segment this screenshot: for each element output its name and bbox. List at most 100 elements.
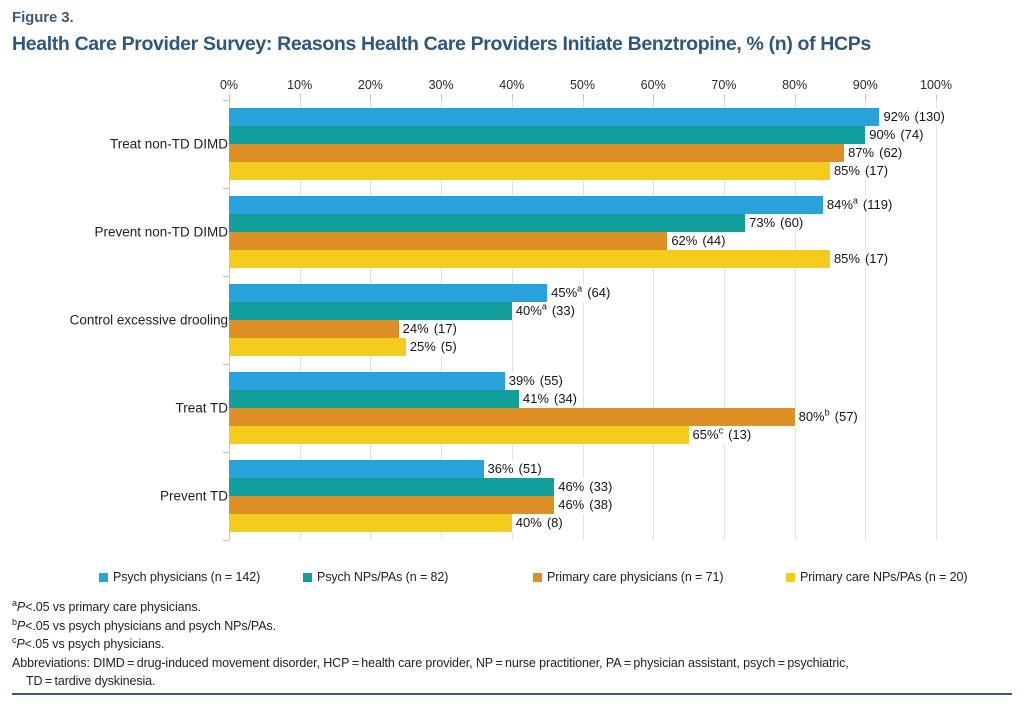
bar-count: (33) bbox=[551, 303, 575, 318]
bar bbox=[229, 408, 795, 426]
y-tick-mark bbox=[223, 452, 229, 453]
bar-percent: 24% bbox=[402, 321, 429, 336]
x-tick-label: 40% bbox=[499, 78, 525, 92]
x-tick-mark bbox=[865, 94, 867, 100]
category-label-prevent-non-td-dimd: Prevent non-TD DIMD bbox=[94, 224, 228, 240]
bar-superscript: c bbox=[718, 425, 724, 436]
bar-percent: 45% bbox=[551, 285, 578, 300]
bar-value-label: 46% (38) bbox=[554, 496, 615, 514]
x-tick-label: 50% bbox=[569, 78, 596, 92]
gridline-90pct bbox=[865, 100, 867, 540]
category-label-treat-non-td-dimd: Treat non-TD DIMD bbox=[109, 136, 228, 152]
bar-percent: 25% bbox=[409, 339, 436, 354]
category-label-prevent-td: Prevent TD bbox=[159, 488, 228, 504]
footnote-b-marker: b bbox=[12, 616, 17, 627]
bar-percent: 46% bbox=[558, 497, 585, 512]
bar bbox=[229, 496, 555, 514]
x-tick-label: 60% bbox=[640, 78, 666, 92]
gridline-70pct bbox=[723, 100, 725, 540]
x-tick-mark bbox=[582, 94, 584, 100]
bar-percent: 87% bbox=[848, 145, 875, 160]
bar-count: (57) bbox=[834, 409, 858, 424]
gridline-80pct bbox=[794, 100, 796, 540]
x-tick-mark bbox=[794, 94, 796, 100]
gridline-100pct bbox=[936, 100, 937, 540]
bar-value-label: 62% (44) bbox=[667, 232, 728, 250]
y-tick-mark bbox=[223, 100, 229, 101]
bar-count: (5) bbox=[440, 339, 457, 354]
x-tick-mark bbox=[653, 94, 655, 100]
bar-count: (44) bbox=[702, 233, 726, 248]
footnote-c-stat: P bbox=[16, 637, 25, 651]
footnote-c: cP<.05 vs psych physicians. bbox=[12, 635, 1012, 654]
legend-label: Primary care physicians (n = 71) bbox=[547, 570, 724, 584]
bar bbox=[229, 514, 512, 532]
bar-count: (17) bbox=[864, 251, 889, 266]
x-tick-mark bbox=[441, 94, 443, 100]
bar bbox=[229, 320, 399, 338]
x-tick-mark bbox=[511, 94, 513, 100]
bar-value-label: 90% (74) bbox=[865, 126, 926, 144]
bar-percent: 62% bbox=[671, 233, 698, 248]
x-tick-label: 20% bbox=[357, 78, 383, 92]
figure-number: Figure 3. bbox=[12, 9, 74, 26]
x-tick-mark bbox=[370, 94, 372, 100]
gridline-60pct bbox=[653, 100, 655, 540]
bar-count: (13) bbox=[728, 427, 752, 442]
chart-container: 0% 10% 20% 30% 40% 50% 60% 70% 80% 90% 100% 92% (13… bbox=[69, 78, 952, 541]
x-tick-label: 100% bbox=[920, 78, 952, 92]
bar-value-label: 25% (5) bbox=[405, 338, 459, 356]
x-tick-label: 80% bbox=[782, 78, 808, 92]
bar bbox=[229, 126, 866, 144]
bar-percent: 80% bbox=[798, 409, 825, 424]
bar-percent: 85% bbox=[833, 251, 860, 266]
bar bbox=[229, 214, 746, 232]
bar-value-label: 45%a (64) bbox=[547, 283, 613, 302]
bar-superscript: a bbox=[577, 283, 583, 294]
legend-item-4[interactable]: Primary care NPs/PAs (n = 20) bbox=[786, 570, 968, 584]
bar-percent: 40% bbox=[515, 515, 542, 530]
legend-item-2[interactable]: Psych NPs/PAs (n = 82) bbox=[303, 570, 448, 584]
bar bbox=[229, 284, 548, 302]
footnote-a-text: <.05 vs primary care physicians. bbox=[25, 600, 201, 614]
bar-percent: 36% bbox=[487, 461, 514, 476]
x-tick-mark bbox=[936, 94, 937, 100]
bar-count: (33) bbox=[589, 479, 613, 494]
footnote-b: bP<.05 vs psych physicians and psych NPs… bbox=[12, 617, 1012, 636]
bar-count: (119) bbox=[862, 197, 893, 212]
bar bbox=[229, 144, 845, 162]
plot-area: 0% 10% 20% 30% 40% 50% 60% 70% 80% 90% 100% 92% (13… bbox=[220, 78, 952, 541]
legend-item-1[interactable]: Psych physicians (n = 142) bbox=[99, 570, 260, 584]
bar bbox=[229, 108, 880, 126]
bar-value-label: 73% (60) bbox=[745, 214, 806, 232]
y-tick-mark bbox=[223, 188, 229, 189]
bar-count: (34) bbox=[553, 391, 578, 406]
bar-value-label: 46% (33) bbox=[554, 478, 615, 496]
bar-value-label: 65%c (13) bbox=[688, 425, 754, 444]
bar-value-label: 80%b (57) bbox=[794, 408, 860, 426]
x-tick-label: 30% bbox=[428, 78, 454, 92]
bottom-rule bbox=[12, 693, 1012, 695]
bar-value-label: 84%a (119) bbox=[822, 196, 895, 214]
bar-count: (38) bbox=[589, 497, 613, 512]
x-tick-mark bbox=[299, 94, 301, 100]
bar-count: (17) bbox=[864, 163, 889, 178]
bar-value-label: 36% (51) bbox=[483, 460, 544, 478]
gridline-50pct bbox=[582, 100, 584, 540]
legend-label: Psych NPs/PAs (n = 82) bbox=[317, 570, 449, 584]
bar bbox=[229, 162, 830, 180]
bar bbox=[229, 338, 406, 356]
legend-item-3[interactable]: Primary care physicians (n = 71) bbox=[533, 570, 723, 584]
bar-percent: 85% bbox=[833, 163, 860, 178]
legend-swatch-icon bbox=[786, 572, 795, 582]
legend-swatch-icon bbox=[303, 572, 312, 582]
legend-swatch-icon bbox=[533, 572, 542, 582]
abbreviations-line-2: TD = tardive dyskinesia. bbox=[26, 674, 156, 688]
category-label-control-excessive-drooling: Control excessive drooling bbox=[69, 312, 228, 328]
gridline-40pct bbox=[511, 100, 513, 540]
bar bbox=[229, 302, 512, 320]
bar-value-label: 39% (55) bbox=[504, 372, 565, 390]
footnote-a: aP<.05 vs primary care physicians. bbox=[12, 598, 1012, 617]
bar-percent: 73% bbox=[749, 215, 776, 230]
footnote-a-marker: a bbox=[12, 597, 17, 608]
